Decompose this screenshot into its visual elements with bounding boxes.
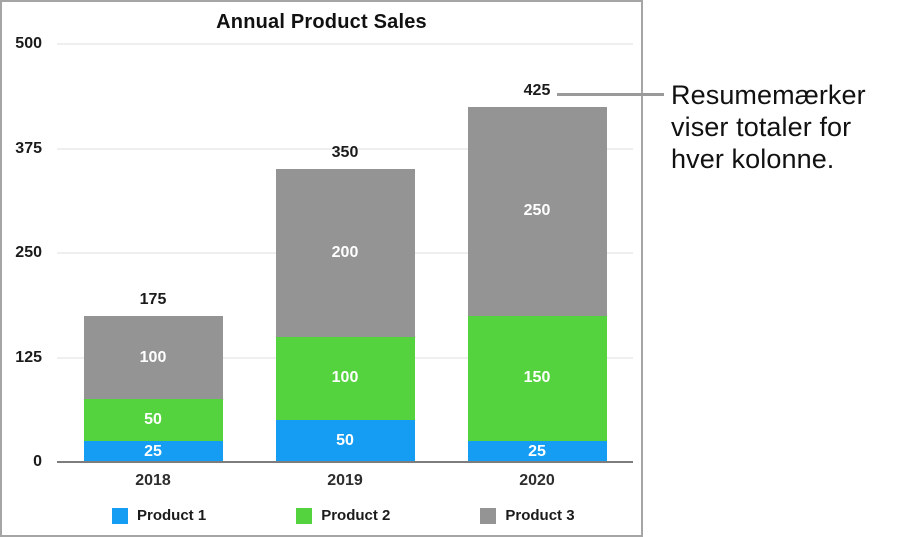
plot-area: 0 125 250 375 500 25 50 100 175 2018 50 100 200 350 20… xyxy=(15,35,633,489)
bar-stack: 25 50 100 xyxy=(83,315,223,462)
legend-label: Product 1 xyxy=(137,507,207,524)
legend-item-product-3: Product 3 xyxy=(480,507,575,524)
y-axis-tick-label: 125 xyxy=(15,348,42,366)
bar-segment-value-label: 100 xyxy=(139,348,167,366)
bar-column-2019: 50 100 200 350 2019 xyxy=(275,44,415,489)
bar-stack: 25 150 250 xyxy=(467,106,607,462)
total-label-2019: 350 xyxy=(331,144,359,162)
callout-connector-line xyxy=(557,93,664,96)
bar-column-2018: 25 50 100 175 2018 xyxy=(83,44,223,489)
legend-swatch-product-3 xyxy=(480,507,497,524)
y-axis-tick-label: 250 xyxy=(15,244,42,261)
bar-segment-product-1-2020: 25 xyxy=(467,441,607,462)
bar-segment-value-label: 200 xyxy=(331,244,359,262)
x-axis-label-2020: 2020 xyxy=(519,472,555,489)
legend-item-product-2: Product 2 xyxy=(296,507,390,524)
legend-item-product-1: Product 1 xyxy=(112,507,206,524)
bar-segment-value-label: 25 xyxy=(144,442,162,460)
bar-segment-product-2-2018: 50 xyxy=(83,399,223,442)
legend-swatch-product-1 xyxy=(112,507,128,524)
gridline-500 xyxy=(57,43,633,45)
bar-stack: 50 100 200 xyxy=(275,169,415,462)
legend-swatch-product-2 xyxy=(296,507,313,524)
gridline-375 xyxy=(57,147,633,150)
bar-segment-value-label: 50 xyxy=(336,432,354,450)
bar-segment-value-label: 100 xyxy=(331,369,359,387)
legend-label: Product 3 xyxy=(505,507,575,524)
bar-segment-product-3-2018: 100 xyxy=(83,315,223,400)
bar-segment-product-1-2018: 25 xyxy=(83,441,223,462)
y-axis-tick-label: 375 xyxy=(15,139,42,157)
bar-segment-value-label: 50 xyxy=(144,411,162,429)
bar-column-2020: 25 150 250 425 2020 xyxy=(467,44,607,489)
x-axis-line xyxy=(57,461,633,463)
total-label-2020: 425 xyxy=(523,81,551,99)
bar-segment-product-2-2020: 150 xyxy=(467,315,607,442)
bar-segment-product-3-2020: 250 xyxy=(467,106,607,316)
chart-legend: Product 1 Product 2 Product 3 xyxy=(112,507,575,524)
bar-columns: 25 50 100 175 2018 50 100 200 350 2019 25 150 250 425… xyxy=(57,44,633,489)
bar-segment-value-label: 25 xyxy=(528,442,546,460)
chart-title: Annual Product Sales xyxy=(216,11,427,33)
x-axis-label-2018: 2018 xyxy=(135,472,171,489)
callout-text: Resumemærker viser totaler for hver kolo… xyxy=(671,80,866,174)
x-axis-label-2019: 2019 xyxy=(327,472,363,489)
bar-segment-product-1-2019: 50 xyxy=(275,420,415,462)
y-axis-tick-label: 500 xyxy=(15,35,42,52)
bar-segment-product-3-2019: 200 xyxy=(275,169,415,337)
y-axis-tick-label: 0 xyxy=(33,453,42,470)
bar-segment-value-label: 250 xyxy=(523,202,551,220)
legend-label: Product 2 xyxy=(321,507,391,524)
bar-segment-product-2-2019: 100 xyxy=(275,336,415,421)
chart-panel: Annual Product Sales 0 125 250 375 500 25 50 10… xyxy=(0,0,643,537)
total-label-2018: 175 xyxy=(139,290,167,308)
bar-segment-value-label: 150 xyxy=(523,369,551,387)
